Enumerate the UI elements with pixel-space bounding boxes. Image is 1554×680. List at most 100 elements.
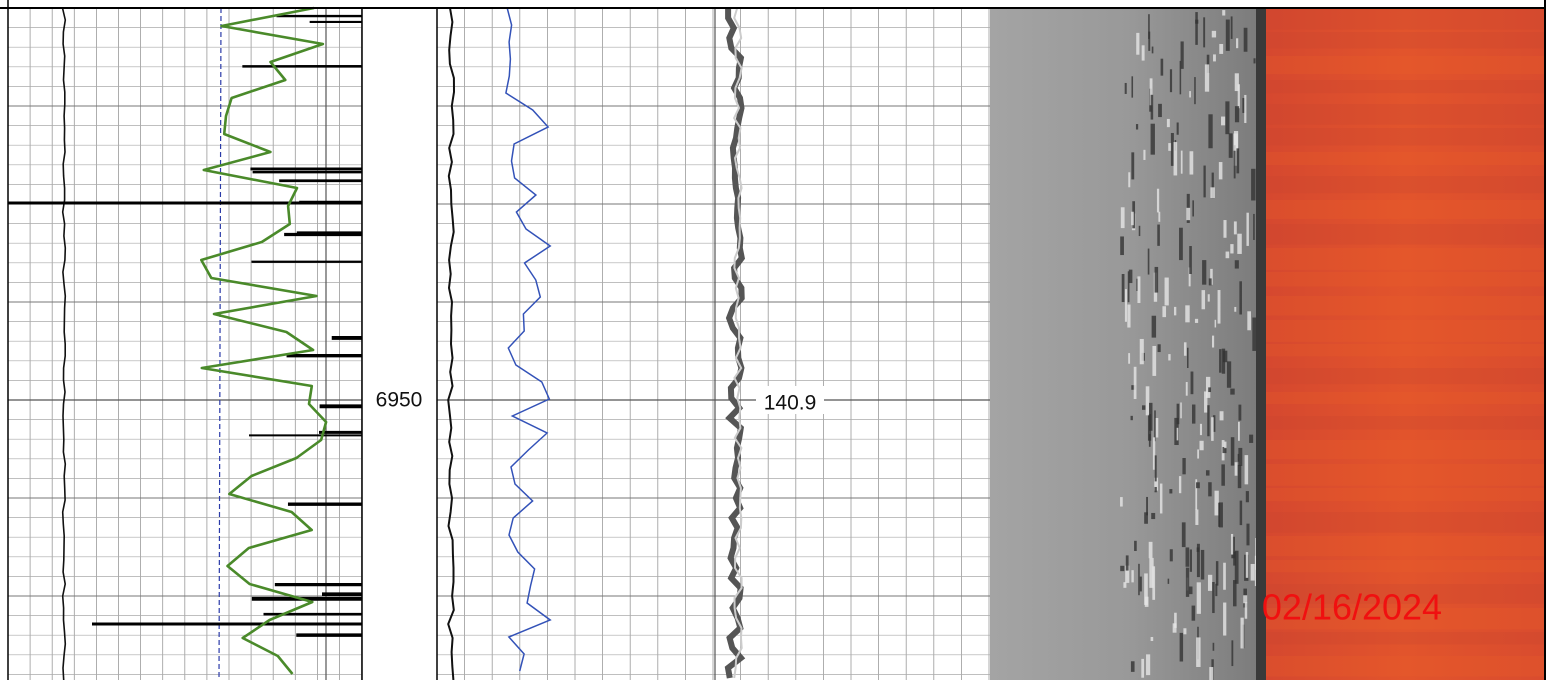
- streak: [1189, 91, 1191, 98]
- label-bg: [756, 386, 824, 414]
- streak: [1196, 543, 1200, 578]
- streak: [1224, 441, 1227, 449]
- band: [1266, 56, 1545, 75]
- streak: [1245, 552, 1249, 578]
- streak: [1180, 41, 1184, 69]
- streak: [1208, 387, 1212, 393]
- streak: [1211, 172, 1214, 199]
- streak: [1176, 403, 1180, 425]
- streak: [1164, 277, 1169, 306]
- curve: [447, 7, 456, 680]
- streak: [1139, 338, 1144, 365]
- streak: [1127, 271, 1130, 303]
- streak: [1234, 106, 1240, 123]
- streak: [1218, 502, 1223, 528]
- streak: [1139, 576, 1142, 592]
- streak: [1120, 565, 1125, 572]
- streak: [1219, 411, 1224, 421]
- streak: [1133, 366, 1137, 400]
- streak: [1189, 151, 1194, 175]
- curve: [218, 7, 222, 680]
- label-bg: [366, 386, 432, 414]
- band: [1266, 392, 1545, 405]
- streak: [1205, 470, 1210, 476]
- streak: [1128, 269, 1133, 284]
- streak: [1225, 19, 1230, 51]
- streak: [1154, 266, 1159, 293]
- streak: [1223, 562, 1226, 590]
- streak: [1169, 489, 1173, 494]
- streak: [1242, 98, 1246, 113]
- streak: [1244, 455, 1249, 485]
- streak: [1240, 617, 1244, 649]
- streak: [1219, 43, 1224, 54]
- streak: [1136, 32, 1140, 55]
- streak: [1125, 555, 1129, 571]
- curve: [61, 7, 67, 680]
- color-track: [1266, 8, 1545, 680]
- streak: [1128, 353, 1131, 364]
- streak: [1149, 402, 1153, 431]
- streak: [1202, 260, 1207, 285]
- band: [1266, 128, 1545, 146]
- streak: [1192, 200, 1194, 217]
- streak: [1195, 479, 1198, 511]
- streak: [1215, 561, 1219, 586]
- band: [1266, 656, 1545, 677]
- streak: [1121, 274, 1125, 303]
- streak: [1124, 82, 1127, 94]
- streak: [1154, 477, 1159, 491]
- streak: [1233, 133, 1238, 151]
- streak: [1141, 658, 1145, 678]
- streak: [1148, 434, 1151, 447]
- streak: [1151, 315, 1157, 338]
- streak: [1166, 118, 1170, 128]
- streak: [1233, 145, 1236, 179]
- streak: [1195, 482, 1200, 489]
- streak: [1130, 415, 1133, 421]
- streak: [1155, 417, 1159, 438]
- streak: [1178, 476, 1182, 494]
- band: [1266, 440, 1545, 460]
- streak: [1134, 540, 1137, 551]
- streak: [1169, 69, 1173, 93]
- streak: [1201, 290, 1206, 310]
- streak: [1158, 103, 1162, 118]
- streak: [1150, 94, 1154, 120]
- streak: [1230, 16, 1233, 39]
- streak: [1146, 654, 1151, 676]
- streak: [1159, 483, 1163, 514]
- streak: [1151, 46, 1154, 54]
- streak: [1185, 305, 1190, 323]
- streak: [1222, 10, 1226, 16]
- streak: [1172, 623, 1177, 633]
- streak: [1120, 207, 1125, 229]
- streak: [1231, 640, 1234, 667]
- streak: [1239, 500, 1243, 526]
- streak: [1245, 491, 1249, 503]
- curve-label: 140.9: [764, 392, 817, 415]
- band: [1266, 8, 1545, 30]
- streak: [1138, 563, 1140, 596]
- streak: [1185, 547, 1190, 567]
- streak: [1138, 225, 1141, 237]
- band: [1266, 344, 1545, 357]
- streak: [1207, 405, 1210, 437]
- streak: [1228, 133, 1233, 158]
- streak: [1136, 278, 1139, 292]
- streak: [1190, 371, 1194, 395]
- streak: [1234, 550, 1239, 584]
- streak: [1149, 557, 1154, 588]
- band: [1266, 416, 1545, 430]
- streak: [1130, 661, 1135, 672]
- band: [1266, 32, 1545, 49]
- streak: [1230, 244, 1234, 254]
- streak: [1250, 563, 1255, 581]
- streak: [1206, 54, 1210, 73]
- streak: [1222, 350, 1228, 363]
- streak: [1135, 124, 1139, 130]
- streak: [1142, 405, 1146, 410]
- streak: [1208, 278, 1212, 286]
- streak: [1179, 227, 1183, 261]
- band: [1266, 464, 1545, 486]
